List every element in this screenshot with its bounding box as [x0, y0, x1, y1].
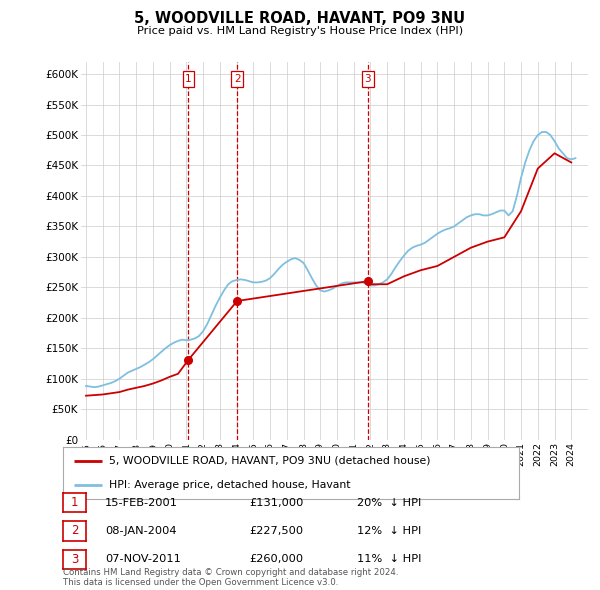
Text: 20%  ↓ HPI: 20% ↓ HPI [357, 498, 421, 507]
Text: £227,500: £227,500 [249, 526, 303, 536]
Text: 3: 3 [365, 74, 371, 84]
Text: £131,000: £131,000 [249, 498, 304, 507]
Text: £260,000: £260,000 [249, 555, 303, 564]
Text: 2: 2 [71, 525, 78, 537]
Text: 12%  ↓ HPI: 12% ↓ HPI [357, 526, 421, 536]
Text: 5, WOODVILLE ROAD, HAVANT, PO9 3NU (detached house): 5, WOODVILLE ROAD, HAVANT, PO9 3NU (deta… [109, 455, 430, 466]
Text: Contains HM Land Registry data © Crown copyright and database right 2024.
This d: Contains HM Land Registry data © Crown c… [63, 568, 398, 587]
Text: 5, WOODVILLE ROAD, HAVANT, PO9 3NU: 5, WOODVILLE ROAD, HAVANT, PO9 3NU [134, 11, 466, 25]
Text: 3: 3 [71, 553, 78, 566]
Text: 2: 2 [234, 74, 241, 84]
Text: Price paid vs. HM Land Registry's House Price Index (HPI): Price paid vs. HM Land Registry's House … [137, 26, 463, 36]
Text: 07-NOV-2011: 07-NOV-2011 [105, 555, 181, 564]
Text: HPI: Average price, detached house, Havant: HPI: Average price, detached house, Hava… [109, 480, 350, 490]
Text: 08-JAN-2004: 08-JAN-2004 [105, 526, 176, 536]
Text: 1: 1 [71, 496, 78, 509]
Text: 15-FEB-2001: 15-FEB-2001 [105, 498, 178, 507]
Text: 11%  ↓ HPI: 11% ↓ HPI [357, 555, 421, 564]
Text: 1: 1 [185, 74, 192, 84]
